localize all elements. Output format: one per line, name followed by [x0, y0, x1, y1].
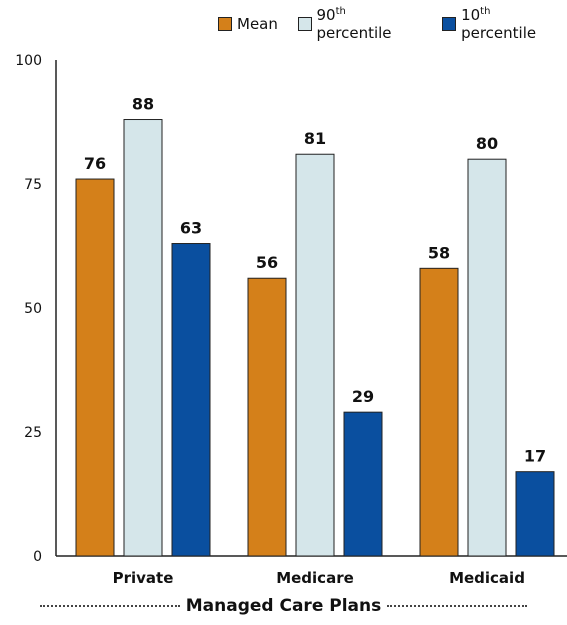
y-tick-label: 75: [24, 177, 42, 193]
bar: [247, 277, 287, 557]
data-label: 76: [84, 154, 106, 173]
legend-swatch-10th: [442, 17, 457, 31]
bar: [419, 267, 459, 557]
bar: [343, 411, 383, 557]
legend-swatch-90th: [297, 17, 312, 31]
dotted-rule-left: [39, 605, 180, 607]
bar: [515, 471, 555, 557]
data-label: 88: [132, 95, 154, 114]
data-label: 81: [304, 129, 326, 148]
y-tick-label: 100: [15, 53, 42, 69]
x-tick-label: Medicaid: [449, 569, 525, 587]
y-tick-label: 0: [33, 549, 42, 565]
bar: [295, 153, 335, 557]
data-label: 80: [476, 134, 498, 153]
x-tick-label: Private: [113, 569, 174, 587]
data-label: 63: [180, 219, 202, 238]
data-label: 56: [256, 253, 278, 272]
legend-item-90th: 90th percentile: [297, 6, 423, 42]
chart-legend: Mean 90th percentile 10th percentile: [218, 6, 567, 42]
bar: [123, 119, 163, 557]
legend-item-mean: Mean: [218, 15, 278, 33]
bar: [467, 158, 507, 557]
legend-item-10th: 10th percentile: [442, 6, 567, 42]
dotted-rule-right: [387, 605, 528, 607]
bar: [75, 178, 115, 557]
legend-label-90th: 90th percentile: [316, 6, 392, 42]
y-tick-label: 25: [24, 425, 42, 441]
data-label: 29: [352, 387, 374, 406]
x-axis-title: Managed Care Plans: [0, 596, 567, 616]
bar-chart: 0 25 50 75 100 76 88 63 Private 56 81 29 Medicare 58 8…: [15, 53, 567, 587]
legend-swatch-mean: [218, 17, 232, 31]
data-label: 17: [524, 447, 546, 466]
x-tick-label: Medicare: [276, 569, 354, 587]
data-label: 58: [428, 243, 450, 262]
y-tick-label: 50: [24, 301, 42, 317]
legend-label-mean: Mean: [237, 15, 278, 33]
bar: [171, 243, 211, 557]
legend-label-10th: 10th percentile: [461, 6, 537, 42]
